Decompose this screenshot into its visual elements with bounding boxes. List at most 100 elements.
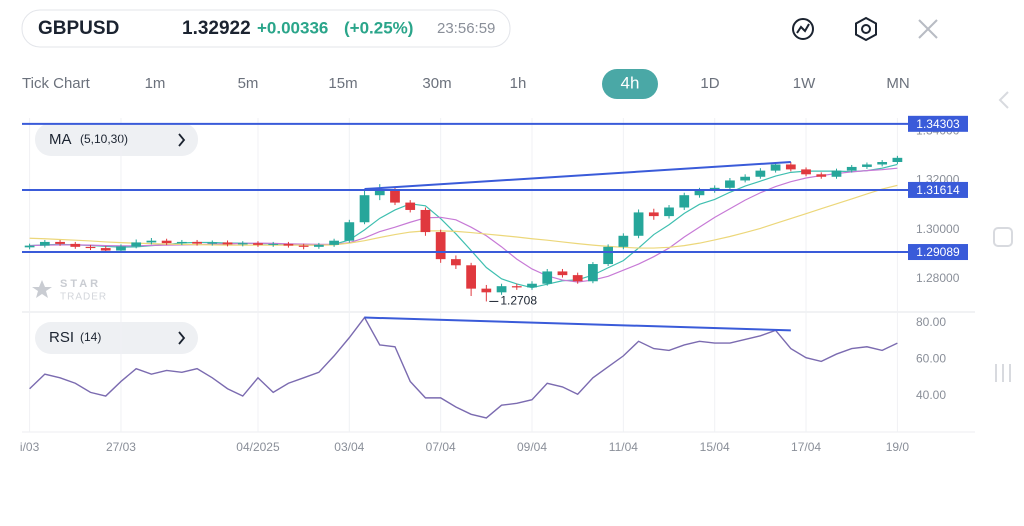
candle-body <box>831 170 842 177</box>
level-badge <box>908 115 968 132</box>
y-tick-label: 1.30000 <box>916 222 960 236</box>
ma-label: MA <box>49 131 72 148</box>
timeframe[interactable]: MN <box>886 75 909 92</box>
x-tick-label: 09/04 <box>517 440 547 454</box>
level-badge <box>908 244 968 261</box>
ma-line <box>29 184 898 249</box>
rsi-label: RSI <box>49 329 74 346</box>
candle-body <box>192 241 202 244</box>
candle-body <box>131 242 142 247</box>
candle-body <box>146 240 157 243</box>
candle-body <box>390 189 400 203</box>
rsi-legend[interactable] <box>35 322 198 354</box>
watermark: STAR TRADER <box>32 278 107 303</box>
candle-body <box>298 245 309 247</box>
candle-body <box>420 209 431 233</box>
candle-body <box>100 248 111 251</box>
candle-body <box>359 195 370 223</box>
ma-legend[interactable] <box>35 123 198 156</box>
settings-icon[interactable] <box>855 16 877 42</box>
watermark-line2: TRADER <box>60 292 107 303</box>
candle-body <box>253 243 263 245</box>
candle-body <box>451 259 461 266</box>
timeframe[interactable]: 4h <box>621 73 640 92</box>
candle-body <box>85 246 96 249</box>
annotation-label: 1.2708 <box>500 294 537 308</box>
candle-body <box>862 164 872 167</box>
x-tick-label: 17/04 <box>791 440 821 454</box>
candle-body <box>572 275 583 282</box>
level-label: 1.31614 <box>916 183 960 197</box>
candle-body <box>755 170 766 177</box>
candle-body <box>801 169 811 175</box>
timeframe[interactable]: Tick Chart <box>22 75 91 92</box>
y-tick-label: 80.00 <box>916 315 946 329</box>
timeframe[interactable]: 1h <box>510 75 527 92</box>
candle-body <box>542 271 553 284</box>
candle-body <box>405 202 416 210</box>
candle-body <box>527 283 537 288</box>
candle-body <box>481 288 492 293</box>
y-tick-label: 1.28000 <box>916 271 960 285</box>
candle-body <box>176 241 187 244</box>
x-tick-label: 03/04 <box>334 440 364 454</box>
candle-body <box>770 164 781 171</box>
change-pct: (+0.25%) <box>344 18 413 37</box>
level-label: 1.34303 <box>916 117 960 131</box>
candle-body <box>694 190 705 196</box>
candle-body <box>39 241 50 246</box>
candle-body <box>466 265 476 289</box>
timeframe[interactable]: 1W <box>793 75 816 92</box>
price: 1.32922 <box>182 18 251 39</box>
candle-body <box>557 271 568 276</box>
x-tick-label: 15/04 <box>700 440 730 454</box>
timeframe[interactable]: 30m <box>422 75 451 92</box>
candle-body <box>237 243 248 245</box>
x-tick-label: 27/03 <box>106 440 136 454</box>
candle-body <box>679 195 690 208</box>
indicator-icon[interactable] <box>792 18 814 40</box>
candle-body <box>603 246 614 265</box>
ma-line <box>29 167 898 283</box>
timeframe[interactable]: 5m <box>238 75 259 92</box>
timeframes: Tick Chart 1m 5m 15m 30m 1h 4h 1D 1W MN <box>22 69 910 99</box>
rsi-params: (14) <box>80 330 101 344</box>
candle-body <box>435 232 446 260</box>
candle-body <box>511 286 522 288</box>
timeframe[interactable]: 15m <box>328 75 357 92</box>
x-tick-label: 07/04 <box>426 440 456 454</box>
symbol-pill[interactable] <box>21 9 511 48</box>
symbol: GBPUSD <box>38 18 119 39</box>
level-label: 1.29089 <box>916 245 960 259</box>
candle-body <box>374 189 385 196</box>
watermark-line1: STAR <box>60 278 101 290</box>
candle-body <box>740 176 751 181</box>
candle-body <box>496 286 507 293</box>
candle-body <box>207 242 218 244</box>
timeframe[interactable]: 1m <box>145 75 166 92</box>
timeframe-active-bg <box>602 69 658 99</box>
close-icon[interactable] <box>918 19 938 39</box>
x-tick-label: 19/0 <box>886 440 910 454</box>
candle-body <box>725 180 735 188</box>
y-tick-label: 40.00 <box>916 388 946 402</box>
candle-body <box>618 235 629 247</box>
candle-body <box>648 212 659 217</box>
candle-body <box>24 245 35 248</box>
candle-body <box>344 222 355 241</box>
candle-body <box>55 241 65 244</box>
x-tick-label: 04/2025 <box>236 440 280 454</box>
candle-body <box>588 264 598 282</box>
ma-params: (5,10,30) <box>80 132 128 146</box>
candle-body <box>313 244 324 247</box>
candle-body <box>816 174 827 177</box>
time: 23:56:59 <box>437 20 495 37</box>
trendline <box>364 161 791 191</box>
candle-body <box>283 243 294 246</box>
candle-body <box>785 164 796 170</box>
timeframe[interactable]: 1D <box>700 75 719 92</box>
ma-chevron <box>178 133 186 147</box>
